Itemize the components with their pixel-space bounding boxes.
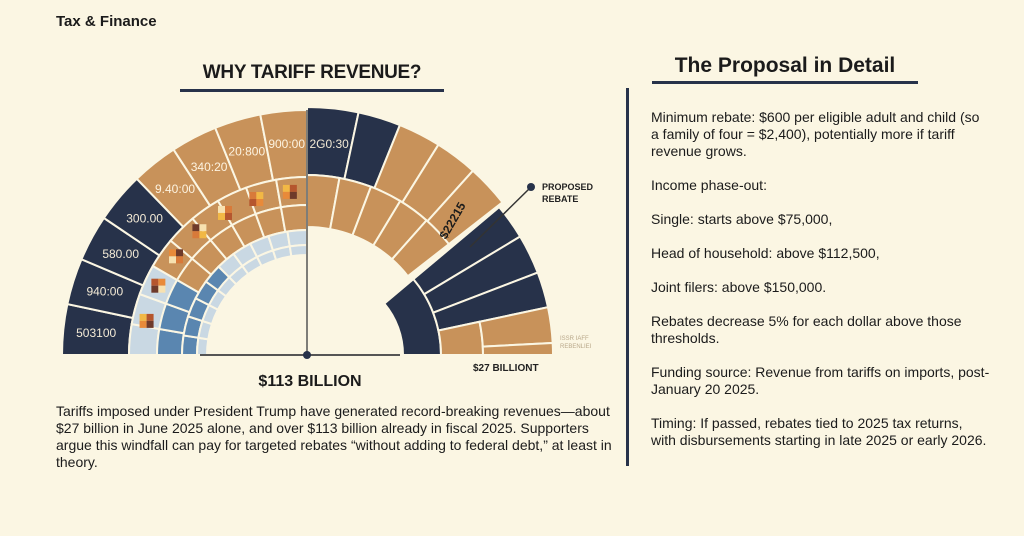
pixel-square <box>225 205 232 213</box>
outer-label: 2G0:30 <box>309 137 349 151</box>
pixel-square <box>256 199 264 207</box>
pixel-square <box>218 212 225 220</box>
inner-segment <box>279 203 308 234</box>
middle-segment <box>371 199 428 261</box>
divider-line <box>626 88 629 466</box>
middle-segment <box>351 185 402 247</box>
pixel-square <box>151 278 159 286</box>
callout-label: PROPOSED <box>542 182 594 192</box>
rebate-segment <box>478 305 554 348</box>
core-ring-segment <box>288 243 308 258</box>
middle-segment <box>328 176 373 237</box>
inner-ring-segment <box>286 228 308 248</box>
proposal-title: The Proposal in Detail <box>674 54 896 77</box>
detail-joint-filers: Joint filers: above $150,000. <box>651 279 827 295</box>
core-ring-segment <box>240 255 263 276</box>
pixel-square <box>139 320 147 328</box>
callout-dot <box>527 183 535 191</box>
pixel-square <box>256 192 264 200</box>
pixel-square <box>176 249 184 257</box>
pixel-square <box>289 191 297 199</box>
core-ring-segment <box>207 288 228 311</box>
pixel-square <box>192 224 200 232</box>
rebate-segment <box>422 235 540 315</box>
faint-label: ISSR IAFF <box>560 336 589 342</box>
pixel-square <box>199 224 207 232</box>
pixel-square <box>225 212 232 220</box>
proposal-details: Minimum rebate: $600 per eligible adult … <box>651 109 991 466</box>
total-revenue-label: $113 BILLION <box>258 373 362 390</box>
pixel-square <box>158 285 166 293</box>
outer-label: 300.00 <box>126 212 163 226</box>
detail-head-of-household: Head of household: above $112,500, <box>651 245 880 261</box>
pixel-square <box>139 313 147 321</box>
tariff-fan-diagram: 503100 940:00 580.00 300.00 9.40:00 340:2020:… <box>60 105 594 374</box>
pixel-square <box>249 192 257 200</box>
pixel-square <box>158 278 166 286</box>
outer-label: 503100 <box>76 326 116 340</box>
middle-segment <box>390 218 451 278</box>
infographic-title: WHY TARIFF REVENUE? <box>202 62 422 83</box>
intro-paragraph: Tariffs imposed under President Trump ha… <box>56 403 612 470</box>
detail-decrease: Rebates decrease 5% for each dollar abov… <box>651 313 962 346</box>
core-ring-segment <box>255 249 278 268</box>
rebate-segment <box>411 205 522 296</box>
rebate-segment <box>431 271 550 332</box>
center-dot <box>303 351 311 359</box>
pixel-square <box>176 256 184 264</box>
core-ring-segment <box>227 264 250 286</box>
title-underline <box>180 89 444 92</box>
outer-label: 9.40:00 <box>155 182 195 196</box>
detail-phase-out: Income phase-out: <box>651 177 767 193</box>
pixel-square <box>146 313 154 321</box>
faint-label: REBENLIEI <box>560 344 592 350</box>
pixel-square <box>282 184 290 192</box>
detail-timing: Timing: If passed, rebates tied to 2025 … <box>651 415 987 448</box>
core-ring-segment <box>271 245 293 262</box>
outer-label: 20:800 <box>228 145 265 159</box>
outer-label: 580.00 <box>102 247 139 261</box>
section-label: Tax & Finance <box>56 13 157 30</box>
pixel-square <box>282 191 290 199</box>
pixel-square <box>218 205 225 213</box>
small-billion-label: $27 BILLIONT <box>473 363 539 374</box>
detail-minimum-rebate: Minimum rebate: $600 per eligible adult … <box>651 109 980 159</box>
core-ring-segment <box>216 275 238 298</box>
pixel-square <box>169 256 177 264</box>
pixel-square <box>169 249 177 257</box>
outer-label: 900:00 <box>268 137 305 151</box>
rebate-segment <box>481 341 555 356</box>
core-ring-segment <box>201 303 220 326</box>
outer-label: 940:00 <box>86 284 123 298</box>
pixel-square <box>289 184 297 192</box>
callout-line <box>469 187 531 248</box>
pixel-square <box>249 199 257 207</box>
pixel-square <box>151 285 159 293</box>
pixel-square <box>146 320 154 328</box>
detail-funding: Funding source: Revenue from tariffs on … <box>651 364 990 397</box>
detail-single: Single: starts above $75,000, <box>651 211 833 227</box>
proposal-title-underline <box>652 81 918 84</box>
core-ring-segment <box>197 319 214 341</box>
pixel-square <box>192 231 200 239</box>
outer-label: 340:20 <box>191 160 228 174</box>
callout-label: REBATE <box>542 194 578 204</box>
pixel-square <box>199 231 207 239</box>
core-ring-segment <box>195 336 210 356</box>
